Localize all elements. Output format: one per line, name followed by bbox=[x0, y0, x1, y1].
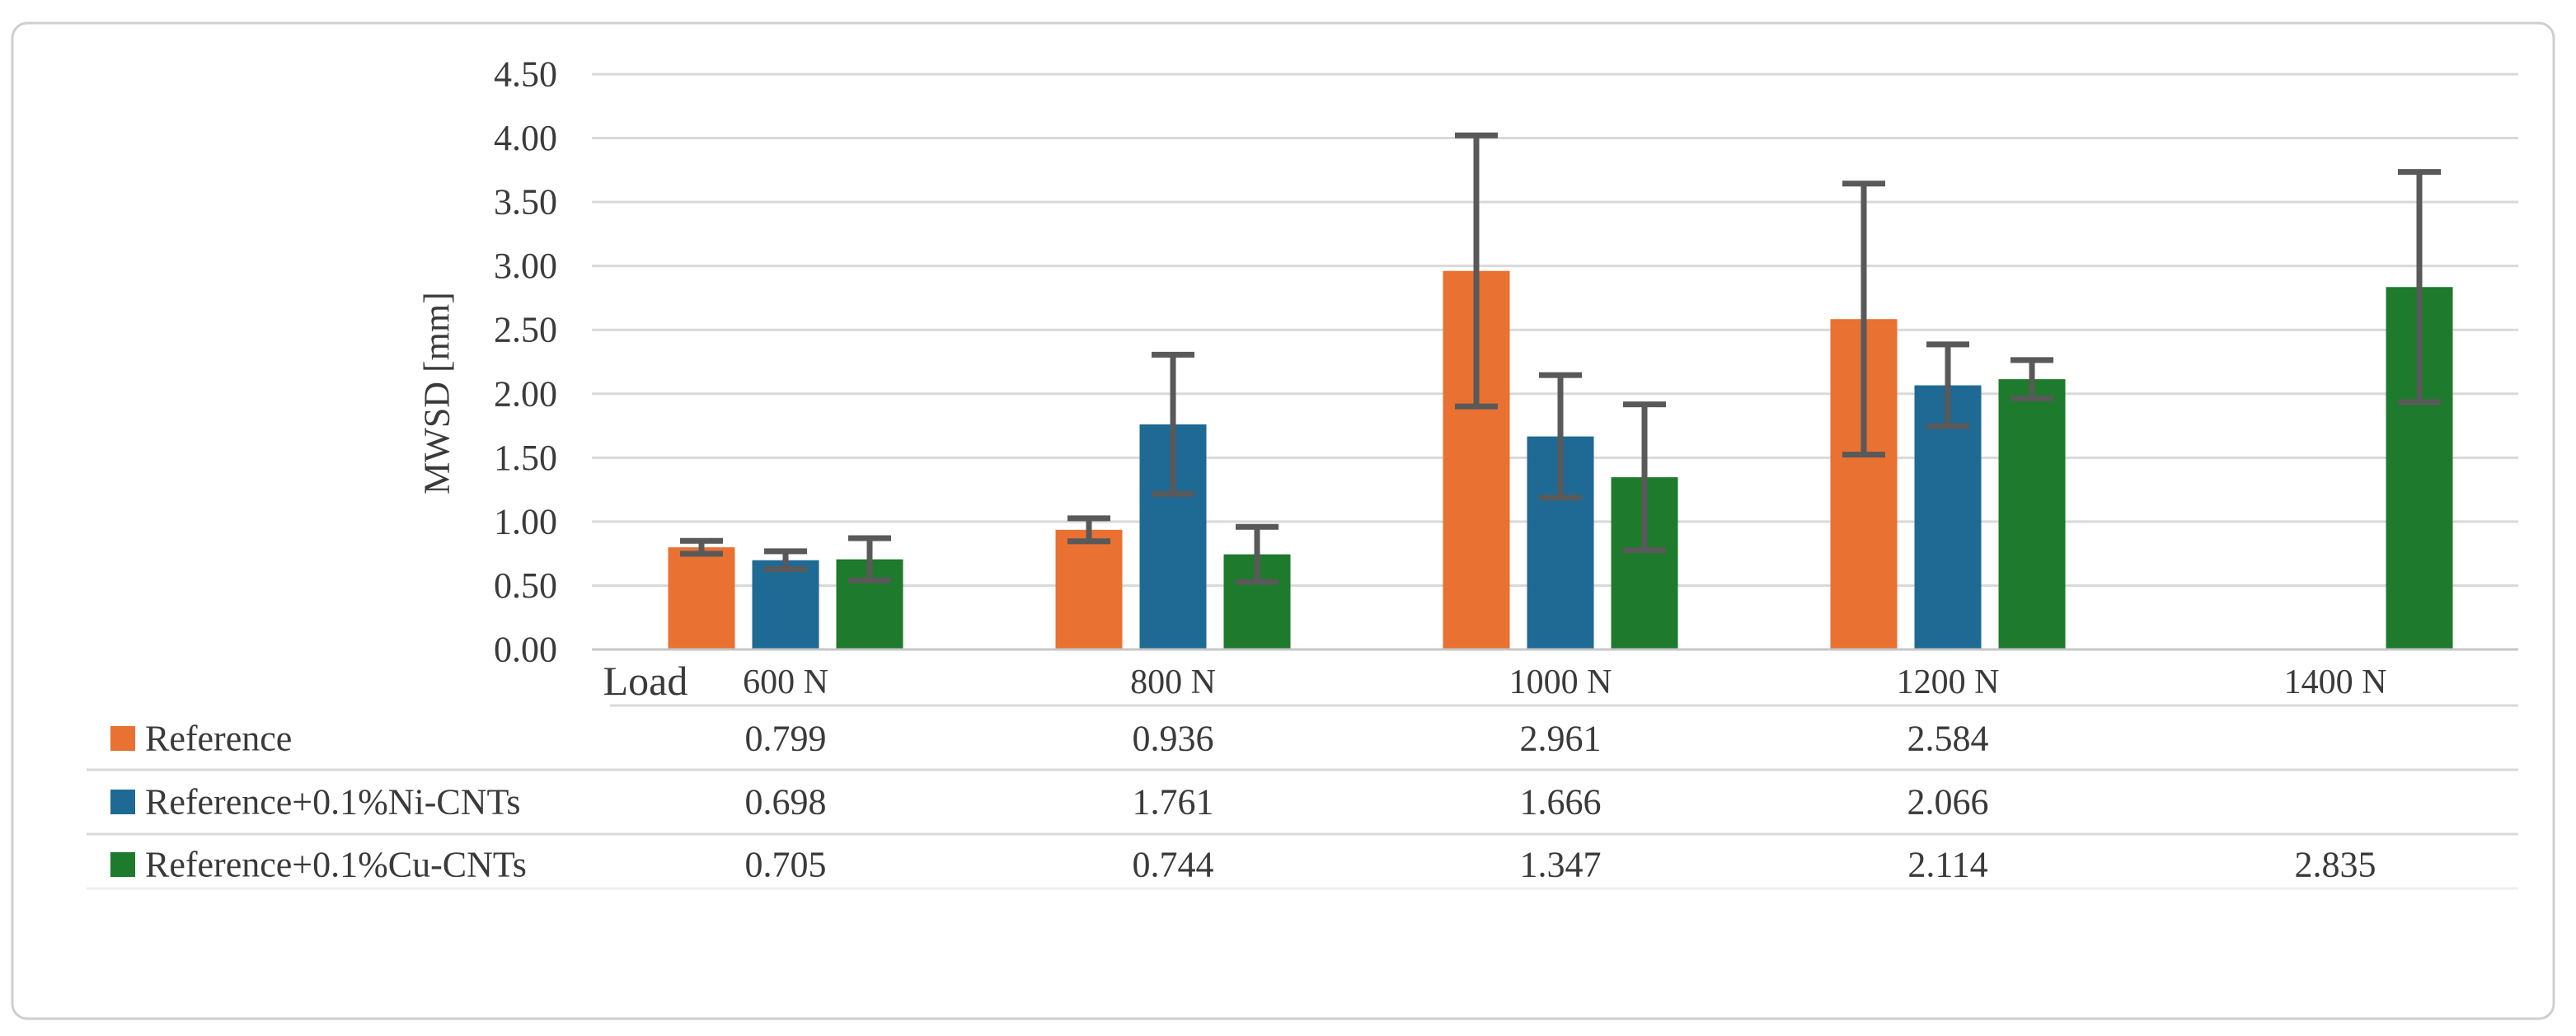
table-value: 1.347 bbox=[1520, 845, 1602, 885]
table-value: 0.799 bbox=[745, 719, 827, 759]
legend-label: Reference+0.1%Cu-CNTs bbox=[145, 845, 527, 885]
table-value: 2.584 bbox=[1907, 719, 1989, 759]
y-tick-label: 4.00 bbox=[494, 118, 557, 158]
y-tick-label: 0.50 bbox=[494, 565, 557, 606]
table-value: 2.835 bbox=[2295, 845, 2377, 885]
bar-reference-800N bbox=[1055, 529, 1123, 649]
y-tick-label: 1.50 bbox=[494, 438, 557, 478]
table-value: 0.705 bbox=[745, 845, 827, 885]
table-value: 2.961 bbox=[1520, 719, 1602, 759]
table-value: 2.114 bbox=[1907, 845, 1987, 885]
x-category-label: 1200 N bbox=[1897, 663, 2000, 701]
bar-reference-0-1-ni-cnts-1200N bbox=[1914, 385, 1982, 649]
x-category-label: 800 N bbox=[1130, 663, 1216, 701]
table-value: 2.066 bbox=[1907, 782, 1989, 823]
legend-swatch bbox=[110, 790, 135, 814]
x-axis-corner-label: Load bbox=[603, 658, 688, 704]
y-tick-label: 1.00 bbox=[494, 501, 557, 541]
legend-label: Reference+0.1%Ni-CNTs bbox=[145, 782, 520, 823]
table-value: 1.761 bbox=[1133, 782, 1214, 823]
legend-swatch bbox=[110, 726, 135, 751]
x-category-label: 600 N bbox=[743, 663, 828, 701]
x-category-label: 1000 N bbox=[1509, 663, 1612, 701]
legend-swatch bbox=[110, 852, 135, 877]
bar-reference-600N bbox=[668, 547, 735, 649]
y-tick-label: 3.50 bbox=[494, 182, 557, 223]
y-tick-label: 3.00 bbox=[494, 246, 557, 286]
table-value: 1.666 bbox=[1520, 782, 1602, 823]
y-tick-label: 2.50 bbox=[494, 310, 557, 350]
bar-reference-0-1-cu-cnts-1200N bbox=[1998, 379, 2066, 649]
y-tick-label: 2.00 bbox=[494, 373, 557, 414]
bar-reference-0-1-ni-cnts-600N bbox=[752, 560, 819, 649]
y-axis-title: MWSD [mm] bbox=[417, 292, 457, 495]
table-value: 0.936 bbox=[1133, 719, 1214, 759]
legend-label: Reference bbox=[145, 719, 292, 759]
table-value: 0.698 bbox=[745, 782, 827, 823]
x-category-label: 1400 N bbox=[2284, 663, 2387, 701]
y-tick-label: 4.50 bbox=[494, 54, 557, 95]
y-tick-label: 0.00 bbox=[494, 630, 557, 670]
table-value: 0.744 bbox=[1133, 845, 1214, 885]
